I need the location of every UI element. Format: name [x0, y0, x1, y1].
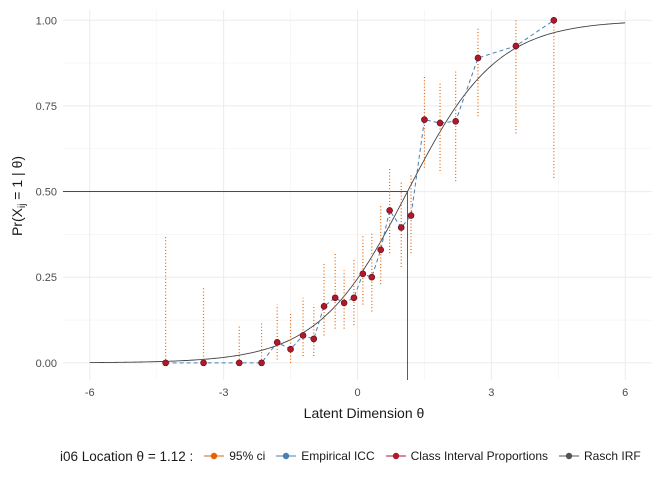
class-interval-point: [258, 359, 265, 367]
class-interval-point: [331, 294, 339, 302]
class-interval-point: [359, 270, 367, 278]
class-interval-point: [452, 118, 459, 125]
x-tick-label: 6: [622, 387, 628, 399]
legend-item-rasch-irf: Rasch IRF: [558, 449, 641, 463]
class-interval-point: [287, 345, 294, 353]
class-interval-point: [386, 207, 393, 214]
reference-lines: [63, 191, 408, 380]
legend-label-class-interval: Class Interval Proportions: [410, 449, 549, 463]
x-tick-label: -6: [85, 387, 95, 399]
class-interval-point: [200, 359, 207, 367]
class-interval-point: [512, 42, 520, 50]
y-tick-label: 1.00: [36, 15, 57, 27]
class-interval-point: [550, 16, 558, 24]
legend: i06 Location θ = 1.12 : 95% ci Empirical…: [0, 444, 672, 468]
class-interval-point: [407, 212, 415, 219]
ci-legend-key: [204, 452, 225, 460]
legend-label-rasch-irf: Rasch IRF: [584, 449, 641, 463]
class-interval-point: [474, 54, 482, 62]
class-interval-point: [377, 246, 385, 254]
y-tick-label: 0.25: [36, 272, 57, 284]
x-axis-ticks: -6 -3 0 3 6: [85, 387, 628, 399]
y-axis-title: Pr(Xij = 1 | θ): [9, 156, 28, 236]
rasch-irf-curve: [89, 22, 626, 364]
icc-chart: 0.00 0.25 0.50 0.75 1.00 -6 -3 0 3 6 Latent Dime…: [9, 10, 652, 421]
class-interval-point: [436, 119, 444, 127]
legend-label-ci: 95% ci: [229, 449, 266, 463]
class-interval-point: [299, 332, 307, 339]
class-interval-legend-key: [385, 452, 406, 460]
x-tick-label: 0: [354, 387, 360, 399]
legend-item-empirical-icc: Empirical ICC: [275, 449, 375, 463]
class-interval-point: [310, 335, 318, 343]
rasch-irf-legend-key: [559, 452, 580, 460]
class-interval-point: [350, 294, 358, 302]
y-tick-label: 0.00: [36, 358, 57, 370]
class-interval-point: [273, 339, 281, 346]
class-interval-point: [368, 273, 376, 281]
legend-label-empirical-icc: Empirical ICC: [301, 449, 375, 463]
class-interval-point: [235, 359, 243, 367]
plot-grid: [63, 10, 652, 380]
legend-title: i06 Location θ = 1.12 :: [60, 448, 194, 464]
legend-item-ci: 95% ci: [203, 449, 265, 463]
class-interval-point: [421, 116, 428, 123]
confidence-interval-layer: [165, 20, 555, 363]
y-tick-label: 0.75: [36, 101, 57, 113]
class-interval-point: [320, 303, 328, 310]
rasch-irf-layer: [89, 22, 626, 364]
class-interval-point: [162, 359, 169, 367]
class-interval-points-layer: [162, 16, 558, 367]
x-tick-label: -3: [219, 387, 229, 399]
class-interval-point: [397, 224, 405, 231]
y-axis-ticks: 0.00 0.25 0.50 0.75 1.00: [36, 15, 57, 370]
legend-item-class-interval: Class Interval Proportions: [385, 449, 548, 463]
item-location-value: 1.12: [159, 448, 186, 464]
x-tick-label: 3: [488, 387, 494, 399]
y-tick-label: 0.50: [36, 187, 57, 199]
class-interval-point: [340, 299, 348, 307]
x-axis-title: Latent Dimension θ: [304, 405, 425, 421]
empirical-icc-legend-key: [276, 452, 297, 460]
